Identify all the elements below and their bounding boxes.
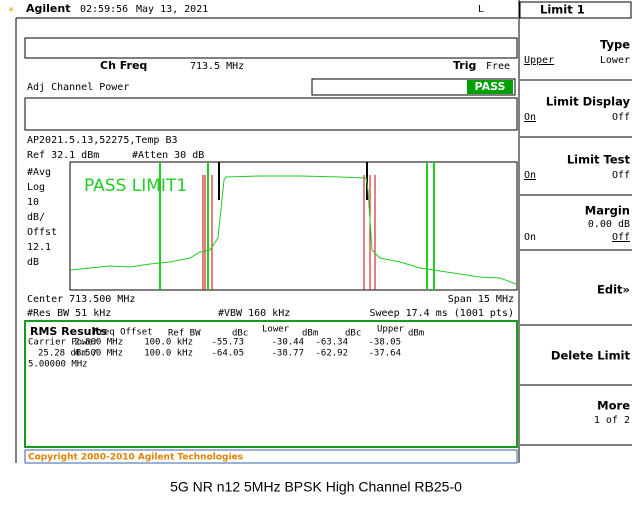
softkey-option: On bbox=[524, 112, 536, 123]
softkey-option: Lower bbox=[600, 55, 630, 66]
rbw: #Res BW 51 kHz bbox=[27, 308, 111, 319]
ref: Ref 32.1 dBm bbox=[27, 150, 99, 161]
softkey-display[interactable]: Limit Display bbox=[546, 95, 631, 109]
results-cell: 2.800 MHz bbox=[74, 338, 123, 348]
scale-label: 12.1 bbox=[27, 242, 51, 253]
softkey-page: 1 of 2 bbox=[594, 415, 630, 426]
softkey-type[interactable]: Type bbox=[600, 38, 630, 52]
pass-badge bbox=[467, 80, 513, 94]
softkey-value: 0.00 dB bbox=[588, 219, 630, 230]
brand: Agilent bbox=[26, 2, 70, 15]
meas-name: Adj Channel Power bbox=[27, 82, 129, 93]
softkeys bbox=[518, 0, 632, 463]
mode: L bbox=[478, 4, 484, 15]
vbw: #VBW 160 kHz bbox=[218, 308, 290, 319]
time: 02:59:56 bbox=[80, 4, 128, 15]
results-header: Upper bbox=[377, 325, 405, 335]
results-cell: -30.44 bbox=[271, 338, 304, 348]
softkey-margin[interactable]: Margin bbox=[585, 204, 630, 218]
results-header: dBc bbox=[345, 329, 361, 339]
status: PASS bbox=[475, 80, 506, 93]
carrier-info: Carrier Power bbox=[28, 338, 99, 348]
carrier-info: 25.28 dBm / bbox=[38, 349, 98, 359]
results-cell: -38.05 bbox=[368, 338, 401, 348]
frame bbox=[15, 17, 518, 464]
softkey-option: On bbox=[524, 170, 536, 181]
markers bbox=[159, 162, 435, 290]
results-title: RMS Results bbox=[30, 325, 108, 338]
softkey-more[interactable]: More bbox=[597, 399, 630, 413]
results-header: Ref BW bbox=[168, 329, 201, 339]
sweep: Sweep 17.4 ms (1001 pts) bbox=[370, 308, 515, 319]
scale-label: 10 bbox=[27, 197, 39, 208]
copyright: Copyright 2000-2010 Agilent Technologies bbox=[28, 453, 243, 463]
scale-label: dB/ bbox=[27, 212, 45, 223]
results-header: dBm bbox=[408, 329, 424, 339]
softkey-title: Limit 1 bbox=[540, 3, 585, 17]
results-cell: -55.73 bbox=[211, 338, 244, 348]
date: May 13, 2021 bbox=[136, 4, 208, 15]
results-cell: 100.0 kHz bbox=[144, 338, 193, 348]
softkey-option: Upper bbox=[524, 55, 554, 66]
results-cell: 100.0 kHz bbox=[144, 349, 193, 359]
scale-label: Log bbox=[27, 182, 45, 193]
span: Span 15 MHz bbox=[448, 294, 514, 305]
softkey-option: Off bbox=[612, 170, 630, 181]
softkey-option: Off bbox=[612, 112, 630, 123]
logo: ✳ bbox=[8, 4, 14, 15]
trig-label: Trig bbox=[453, 59, 476, 72]
results-header: Lower bbox=[262, 325, 290, 335]
softkey-delete[interactable]: Delete Limit bbox=[551, 349, 631, 363]
scale-label: Offst bbox=[27, 227, 57, 238]
softkey-test[interactable]: Limit Test bbox=[567, 153, 631, 167]
scale-label: dB bbox=[27, 257, 39, 268]
results-cell: -38.77 bbox=[271, 349, 304, 359]
softkey-option: Off bbox=[612, 232, 630, 243]
trig: Free bbox=[486, 61, 510, 72]
results-header: dBc bbox=[232, 329, 248, 339]
results-header: dBm bbox=[302, 329, 318, 339]
scale-label: #Avg bbox=[27, 167, 51, 178]
trace bbox=[70, 175, 517, 285]
carrier-info: 5.00000 MHz bbox=[28, 360, 88, 370]
caption: 5G NR n12 5MHz BPSK High Channel RB25-0 bbox=[170, 479, 462, 495]
results-cell: 4.500 MHz bbox=[74, 349, 123, 359]
results-cell: -64.05 bbox=[211, 349, 244, 359]
softkey-option: On bbox=[524, 232, 536, 243]
softkey-edit[interactable]: Edit» bbox=[597, 283, 630, 297]
file: AP2021.5.13,52275,Temp B3 bbox=[27, 135, 178, 146]
results-cell: -63.34 bbox=[315, 338, 348, 348]
results-header: Freq Offset bbox=[93, 328, 153, 338]
ch-freq-label: Ch Freq bbox=[100, 59, 147, 72]
ch-freq: 713.5 MHz bbox=[190, 61, 244, 72]
atten: #Atten 30 dB bbox=[132, 150, 204, 161]
results-cell: -37.64 bbox=[368, 349, 401, 359]
limit-msg: PASS LIMIT1 bbox=[84, 176, 187, 196]
results-cell: -62.92 bbox=[315, 349, 348, 359]
center: Center 713.500 MHz bbox=[27, 294, 135, 305]
